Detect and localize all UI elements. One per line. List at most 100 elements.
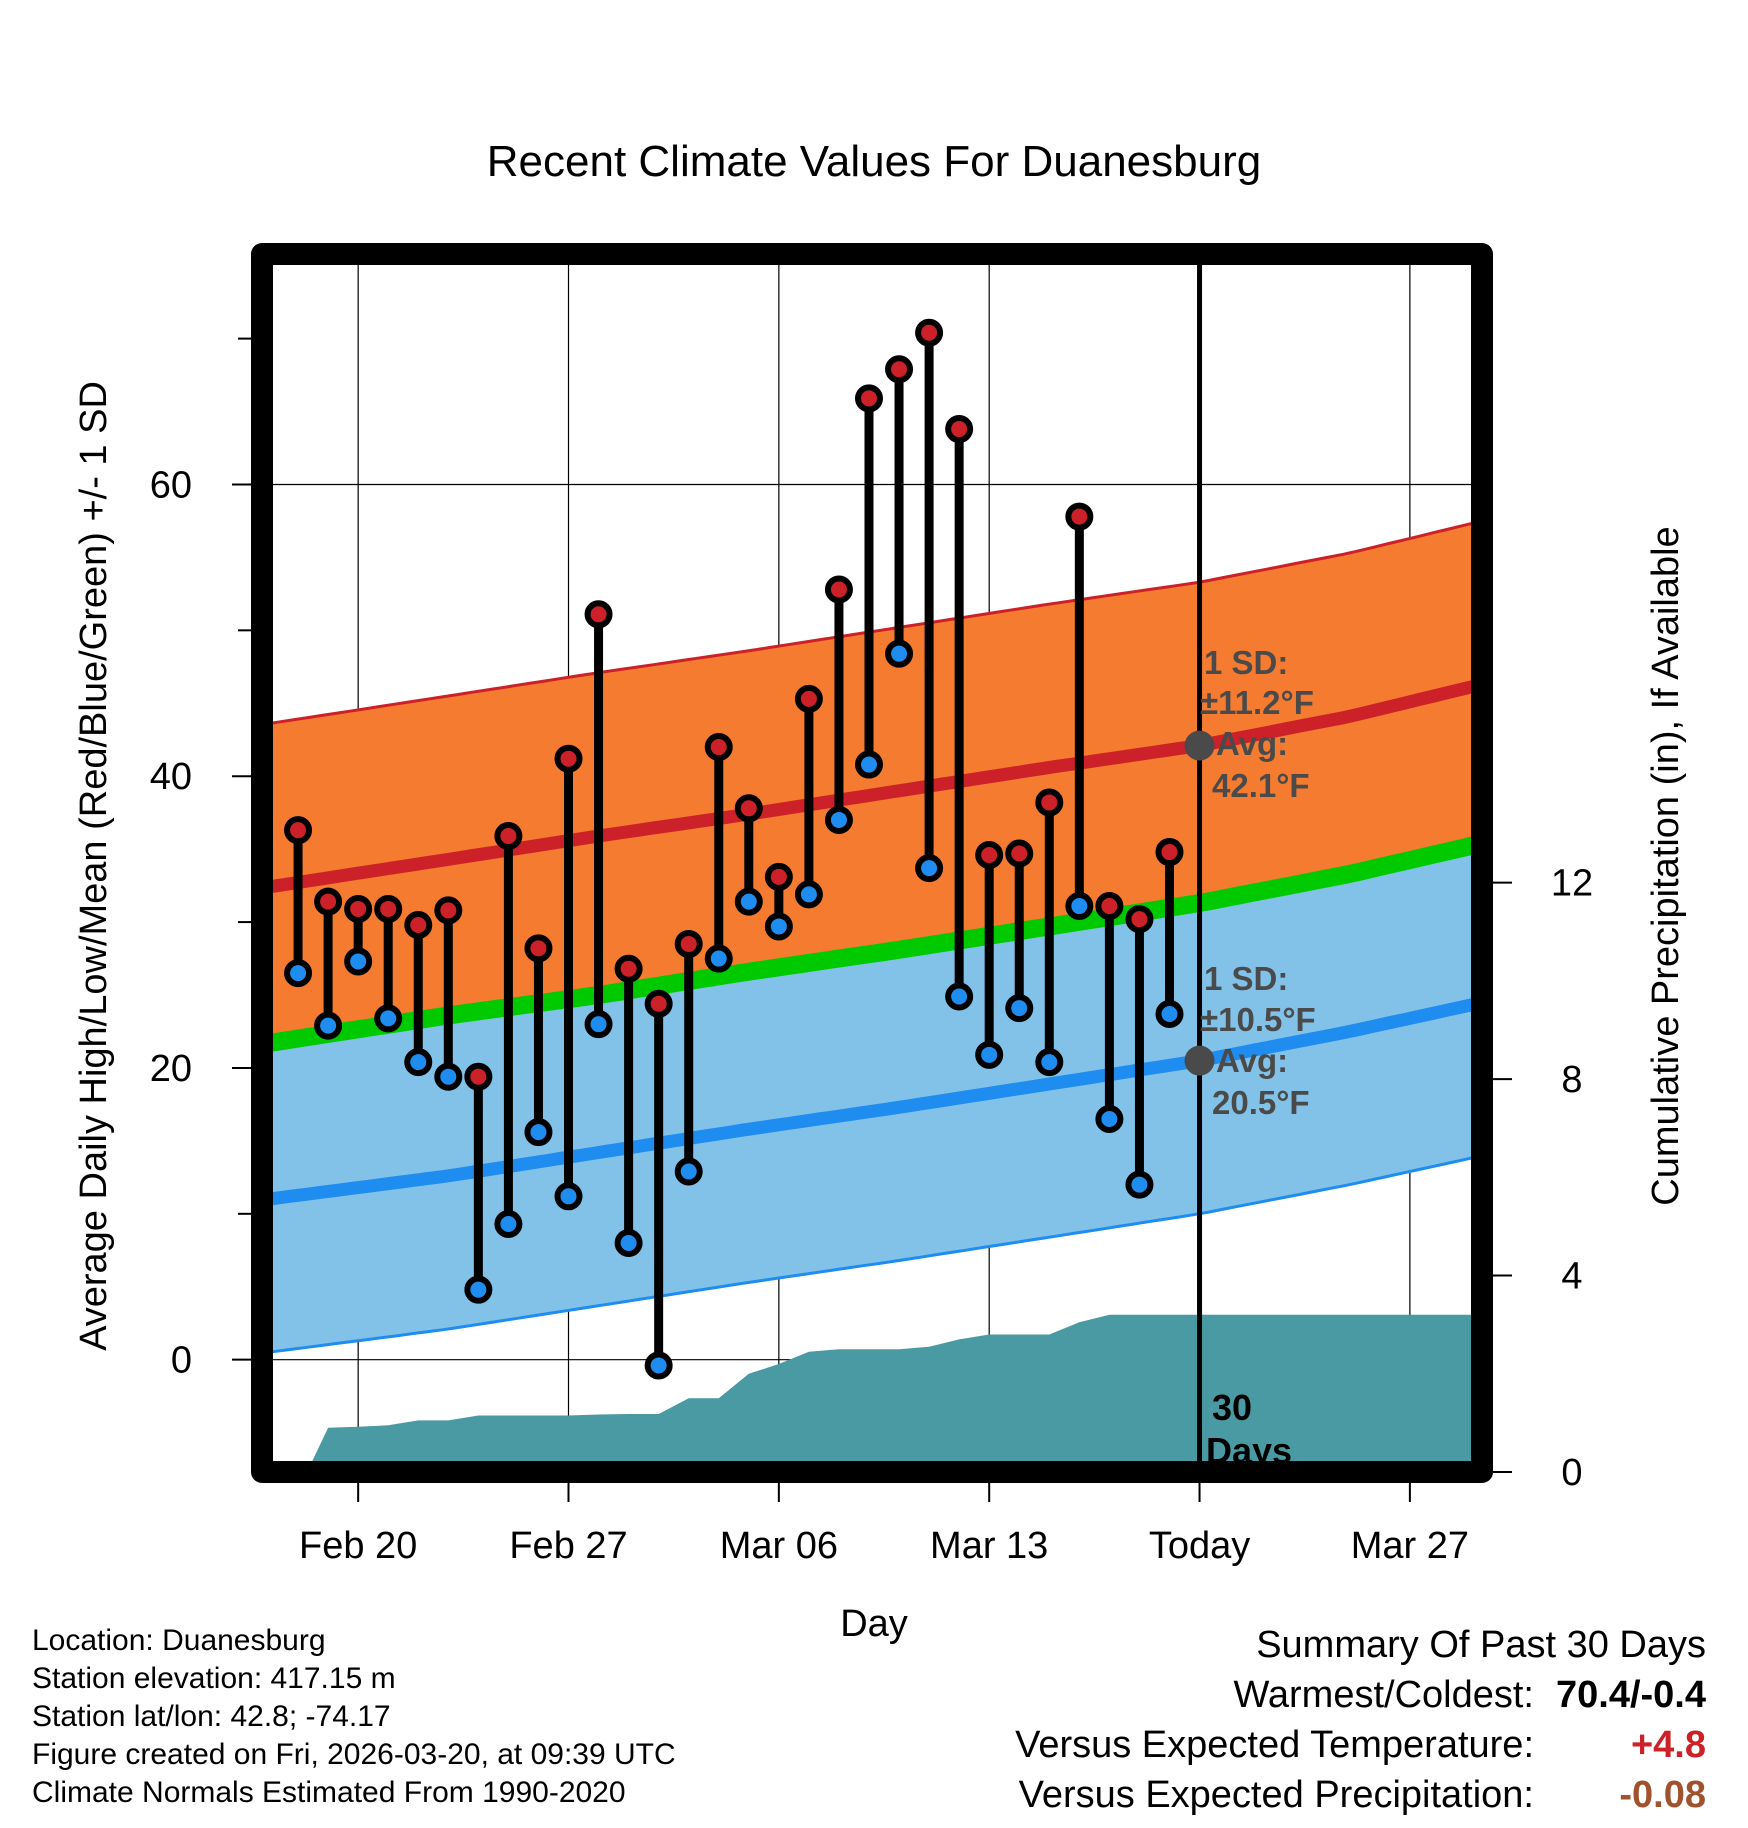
x-tick-label: Mar 06 xyxy=(720,1525,838,1567)
x-axis-label: Day xyxy=(840,1603,908,1645)
observed-low-point xyxy=(1125,1170,1154,1199)
precip-departure-value: -0.08 xyxy=(1619,1774,1706,1816)
observed-high-point xyxy=(1065,502,1094,531)
observed-high-point xyxy=(644,989,673,1018)
observed-high-point xyxy=(584,600,613,629)
observed-low-point xyxy=(854,750,883,779)
observed-high-point xyxy=(1005,839,1034,868)
observed-high-point xyxy=(945,415,974,444)
cumulative-precipitation-area xyxy=(307,1314,1482,1472)
observed-low-point xyxy=(1065,892,1094,921)
high-sd-value: ±11.2°F xyxy=(1200,684,1314,721)
observed-low-point xyxy=(524,1118,553,1147)
x-tick-label: Mar 13 xyxy=(930,1525,1048,1567)
observed-high-point xyxy=(344,894,373,923)
y-axis-label: Average Daily High/Low/Mean (Red/Blue/Gr… xyxy=(73,381,115,1351)
observed-high-point xyxy=(284,816,313,845)
y2-tick-label: 12 xyxy=(1551,863,1593,905)
created-text: Figure created on Fri, 2026-03-20, at 09… xyxy=(32,1738,676,1771)
x-axis: Feb 20 Feb 27 Mar 06 Mar 13 Today Mar 27 xyxy=(299,1483,1469,1567)
observed-low-point xyxy=(1005,994,1034,1023)
temp-departure-value: +4.8 xyxy=(1630,1724,1706,1766)
station-info: Location: Duanesburg Station elevation: … xyxy=(32,1622,676,1812)
normal-mean-line xyxy=(262,835,1482,1053)
x-tick-label: Mar 27 xyxy=(1351,1525,1469,1567)
observed-high-point xyxy=(764,862,793,891)
observed-low-point xyxy=(975,1040,1004,1069)
low-band-lower-edge xyxy=(262,1154,1480,1355)
observed-high-point xyxy=(704,733,733,762)
temp-departure-row: Versus Expected Temperature: +4.8 xyxy=(1015,1720,1706,1770)
observed-low-point xyxy=(314,1011,343,1040)
observed-temperatures xyxy=(284,318,1184,1380)
y2-tick-label: 8 xyxy=(1561,1059,1582,1101)
observed-low-point xyxy=(584,1010,613,1039)
y-tick-label: 20 xyxy=(150,1048,192,1090)
observed-low-point xyxy=(824,805,853,834)
low-sd-value: ±10.5°F xyxy=(1200,1001,1316,1038)
precip-departure-row: Versus Expected Precipitation: -0.08 xyxy=(1015,1770,1706,1820)
observed-low-point xyxy=(494,1210,523,1239)
warmest-coldest-value: 70.4/-0.4 xyxy=(1556,1674,1706,1716)
observed-low-point xyxy=(1035,1048,1064,1077)
temp-departure-label: Versus Expected Temperature: xyxy=(1015,1724,1534,1766)
observed-low-point xyxy=(284,959,313,988)
observed-high-point xyxy=(314,887,343,916)
observed-low-point xyxy=(644,1351,673,1380)
plot-area xyxy=(262,254,1482,1472)
observed-low-point xyxy=(674,1157,703,1186)
observed-high-point xyxy=(1125,905,1154,934)
observed-low-point xyxy=(764,912,793,941)
observed-low-point xyxy=(794,880,823,909)
observed-low-point xyxy=(554,1182,583,1211)
x-tick-label: Today xyxy=(1149,1525,1250,1567)
normal-low-line xyxy=(262,996,1481,1207)
latlon-text: Station lat/lon: 42.8; -74.17 xyxy=(32,1700,391,1733)
y-axis-right: 0 4 8 12 xyxy=(1493,863,1593,1494)
observed-high-point xyxy=(464,1062,493,1091)
x-tick-label: Feb 27 xyxy=(509,1525,627,1567)
plot-frame xyxy=(251,243,1493,1483)
observed-low-point xyxy=(374,1004,403,1033)
observed-high-point xyxy=(1035,788,1064,817)
observed-low-point xyxy=(1095,1104,1124,1133)
observed-high-point xyxy=(434,896,463,925)
observed-low-point xyxy=(704,944,733,973)
observed-low-point xyxy=(885,639,914,668)
y2-tick-label: 0 xyxy=(1561,1452,1582,1494)
today-low-average-dot xyxy=(1184,1045,1215,1076)
observed-low-point xyxy=(915,854,944,883)
days-count: 30 xyxy=(1212,1387,1252,1428)
precip-departure-label: Versus Expected Precipitation: xyxy=(1018,1774,1534,1816)
observed-high-point xyxy=(404,910,433,939)
x-tick-label: Feb 20 xyxy=(299,1525,417,1567)
y-tick-label: 60 xyxy=(150,464,192,506)
low-avg-value: 20.5°F xyxy=(1212,1084,1310,1121)
y2-tick-label: 4 xyxy=(1561,1256,1582,1298)
summary-panel: Summary Of Past 30 Days Warmest/Coldest:… xyxy=(1015,1620,1706,1820)
observed-low-point xyxy=(1155,999,1184,1028)
observed-low-point xyxy=(945,982,974,1011)
location-text: Location: Duanesburg xyxy=(32,1624,326,1657)
warmest-coldest-label: Warmest/Coldest: xyxy=(1233,1674,1534,1716)
normal-high-line xyxy=(262,678,1481,895)
observed-high-point xyxy=(734,794,763,823)
observed-high-point xyxy=(554,744,583,773)
observed-low-point xyxy=(404,1048,433,1077)
y-tick-label: 0 xyxy=(171,1340,192,1382)
observed-high-point xyxy=(674,929,703,958)
low-temp-sd-band xyxy=(262,850,1479,1354)
today-high-average-dot xyxy=(1184,730,1215,761)
high-avg-value: 42.1°F xyxy=(1212,767,1310,804)
observed-high-point xyxy=(915,318,944,347)
observed-high-point xyxy=(614,954,643,983)
observed-high-point xyxy=(885,355,914,384)
observed-low-point xyxy=(614,1228,643,1257)
observed-high-point xyxy=(824,575,853,604)
observed-high-point xyxy=(975,840,1004,869)
chart-title: Recent Climate Values For Duanesburg xyxy=(487,137,1261,186)
high-sd-label: 1 SD: xyxy=(1204,644,1288,681)
observed-low-point xyxy=(734,887,763,916)
summary-heading: Summary Of Past 30 Days xyxy=(1256,1624,1706,1666)
